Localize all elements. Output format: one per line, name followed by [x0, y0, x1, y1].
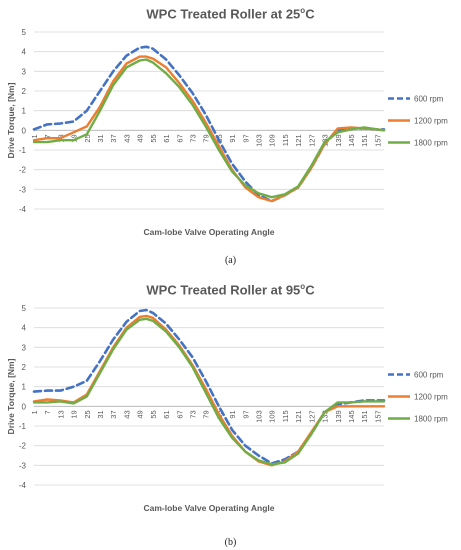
chart-title-a-degree: o	[300, 6, 306, 15]
y-tick-label-a: 5	[22, 28, 27, 37]
x-tick-label-b: 73	[188, 410, 197, 418]
x-tick-label-b: 139	[334, 410, 343, 423]
y-tick-label-b: 3	[22, 343, 27, 352]
x-tick-label-a: 7	[43, 134, 52, 138]
figure-label-a: (a)	[224, 255, 237, 266]
legend-label-b: 600 rpm	[414, 371, 444, 380]
x-tick-label-a: 67	[175, 134, 184, 142]
x-tick-label-a: 31	[96, 134, 105, 142]
y-tick-label-b: 2	[22, 363, 27, 372]
x-tick-label-b: 55	[149, 410, 158, 418]
y-tick-label-a: -3	[19, 185, 27, 194]
series-line-1800-rpm-b	[32, 317, 386, 466]
x-tick-label-a: 1	[30, 134, 39, 138]
x-tick-label-b: 151	[360, 410, 369, 423]
y-tick-label-a: -4	[19, 205, 27, 214]
y-tick-label-a: 4	[22, 48, 27, 57]
y-tick-label-b: -2	[19, 442, 27, 451]
x-tick-label-b: 37	[109, 410, 118, 418]
chart-panel-a: WPC Treated Roller at 25oC 5 4 3 2 1 0 -1 -2 -3-…	[0, 0, 461, 255]
x-tick-label-b: 7	[43, 410, 52, 414]
x-tick-label-b: 43	[122, 410, 131, 418]
x-tick-label-b: 103	[255, 410, 264, 423]
x-tick-label-b: 127	[307, 410, 316, 423]
y-tick-label-b: 1	[22, 383, 27, 392]
y-tick-label-a: -1	[19, 146, 27, 155]
chart-title-b-degree: o	[300, 282, 306, 291]
chart-title-b: WPC Treated Roller at 95oC	[0, 282, 461, 297]
x-tick-label-b: 79	[202, 410, 211, 418]
x-tick-label-b: 49	[136, 410, 145, 418]
x-tick-label-a: 91	[228, 134, 237, 142]
y-tick-label-a: 0	[22, 126, 27, 135]
legend-label-b: 1800 rpm	[414, 415, 448, 424]
x-tick-label-b: 109	[268, 410, 277, 423]
legend-label-a: 600 rpm	[414, 95, 444, 104]
chart-title-a: WPC Treated Roller at 25oC	[0, 6, 461, 21]
x-tick-label-a: 43	[122, 134, 131, 142]
x-tick-label-a: 55	[149, 134, 158, 142]
series-line-600-rpm-a	[32, 45, 386, 203]
y-tick-label-a: 3	[22, 67, 27, 76]
y-tick-label-b: -3	[19, 461, 27, 470]
x-tick-label-a: 97	[241, 134, 250, 142]
x-tick-label-a: 115	[281, 134, 290, 146]
x-tick-label-b: 19	[70, 410, 79, 418]
y-axis-title-a: Drive Torque, [Nm]	[6, 82, 16, 158]
x-tick-label-a: 121	[294, 134, 303, 147]
legend-label-a: 1200 rpm	[414, 117, 448, 126]
x-tick-label-a: 37	[109, 134, 118, 142]
x-tick-label-a: 49	[136, 134, 145, 142]
x-tick-label-a: 151	[360, 134, 369, 147]
series-line-1200-rpm-a	[32, 55, 386, 203]
x-tick-label-b: 97	[241, 410, 250, 418]
x-tick-label-b: 133	[321, 410, 330, 423]
x-tick-label-a: 103	[255, 134, 264, 147]
chart-panel-b: WPC Treated Roller at 95oC 5 4 3 2 1 0 -1 -2 -3-…	[0, 276, 461, 531]
x-tick-label-b: 145	[347, 410, 356, 423]
chart-title-a-text: WPC Treated Roller at 25	[146, 6, 301, 22]
x-tick-label-a: 145	[347, 134, 356, 147]
x-tick-label-b: 157	[373, 410, 382, 423]
x-tick-label-b: 67	[175, 410, 184, 418]
x-tick-label-a: 25	[83, 134, 92, 142]
x-tick-label-b: 1	[30, 410, 39, 414]
x-tick-label-a: 157	[373, 134, 382, 147]
chart-title-b-unit: C	[305, 282, 315, 298]
chart-title-b-text: WPC Treated Roller at 95	[146, 282, 301, 298]
y-tick-label-b: 5	[22, 304, 27, 313]
x-tick-label-b: 91	[228, 410, 237, 418]
y-tick-label-b: -1	[19, 422, 27, 431]
series-line-1200-rpm-b	[32, 314, 386, 467]
x-tick-label-b: 115	[281, 410, 290, 422]
y-tick-label-b: 0	[22, 402, 27, 411]
x-tick-label-b: 25	[83, 410, 92, 418]
x-tick-label-a: 139	[334, 134, 343, 147]
y-axis-title-b: Drive Torque, [Nm]	[6, 358, 16, 434]
x-tick-label-a: 79	[202, 134, 211, 142]
chart-title-a-unit: C	[305, 6, 315, 22]
x-tick-label-b: 121	[294, 410, 303, 423]
y-tick-label-a: 1	[22, 107, 27, 116]
x-tick-label-a: 61	[162, 134, 171, 142]
x-tick-label-b: 31	[96, 410, 105, 418]
x-axis-title-b: Cam-lobe Valve Operating Angle	[144, 503, 275, 513]
x-tick-label-a: 109	[268, 134, 277, 147]
x-tick-label-a: 127	[307, 134, 316, 147]
y-tick-label-a: 2	[22, 87, 27, 96]
y-tick-label-b: 4	[22, 324, 27, 333]
y-tick-label-b: -4	[19, 481, 27, 490]
x-tick-label-b: 61	[162, 410, 171, 418]
legend-label-a: 1800 rpm	[414, 139, 448, 148]
x-axis-title-a: Cam-lobe Valve Operating Angle	[144, 227, 275, 237]
y-tick-label-a: -2	[19, 166, 27, 175]
x-tick-label-a: 73	[188, 134, 197, 142]
x-tick-label-b: 13	[56, 410, 65, 418]
series-line-1800-rpm-a	[32, 58, 386, 199]
figure-label-b: (b)	[224, 537, 237, 548]
legend-label-b: 1200 rpm	[414, 393, 448, 402]
x-tick-label-a: 19	[70, 134, 79, 142]
